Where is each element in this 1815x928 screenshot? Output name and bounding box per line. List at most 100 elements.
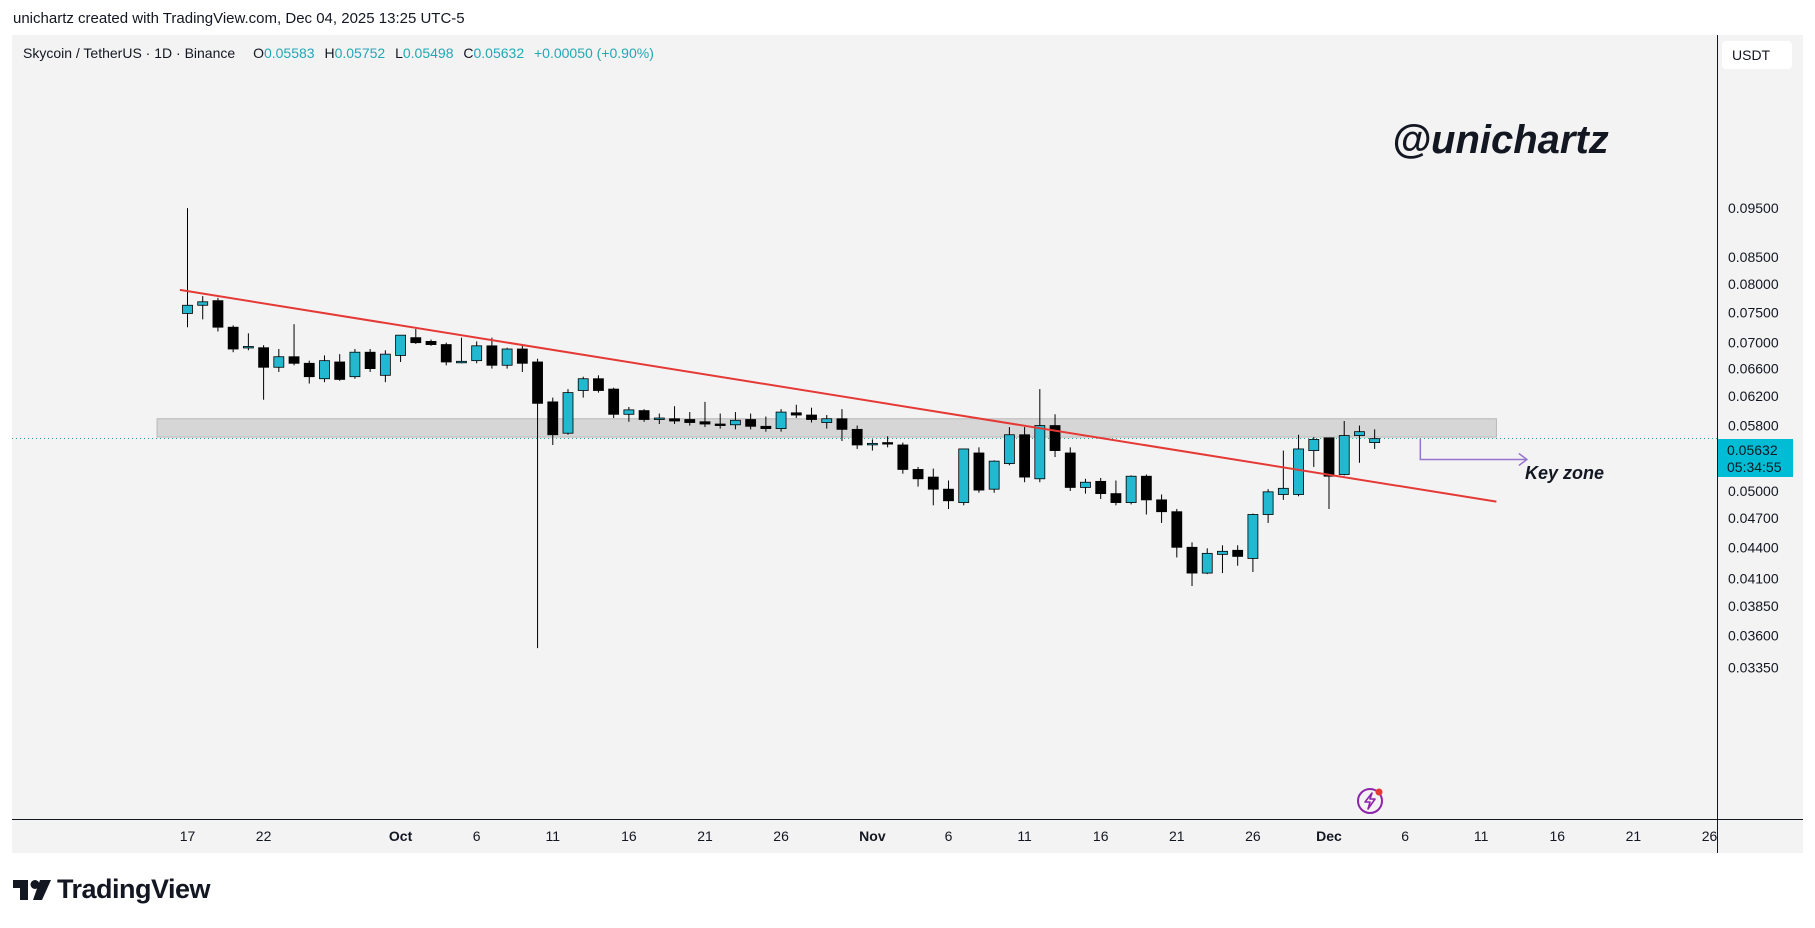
candle-body-up	[867, 442, 878, 446]
candle-body-up	[471, 345, 483, 362]
candle-body-down	[364, 351, 376, 369]
candle-body-up	[242, 346, 254, 349]
candle-body-down	[760, 425, 772, 429]
chart-credit: unichartz created with TradingView.com, …	[13, 10, 465, 27]
candle-body-down	[410, 337, 422, 344]
time-tick-label: 22	[256, 828, 272, 844]
candle-body-up	[1125, 475, 1137, 503]
candle-body-up	[1277, 487, 1289, 495]
candle-body-down	[912, 469, 924, 480]
candle-body-up	[562, 392, 574, 434]
candle-body-down	[425, 341, 437, 345]
candle-body-down	[1232, 549, 1244, 557]
time-tick-label: 26	[1245, 828, 1261, 844]
lightning-icon[interactable]	[1355, 786, 1385, 816]
candle-body-up	[456, 360, 467, 364]
currency-button[interactable]: USDT	[1722, 41, 1792, 69]
price-tick-label: 0.03350	[1728, 659, 1779, 675]
price-tick-label: 0.08000	[1728, 276, 1779, 292]
price-axis[interactable]: 0.09500 0.08500 0.08000 0.07500 0.07000 0.066…	[1728, 200, 1779, 675]
candle-body-up	[730, 419, 741, 426]
candle-body-up	[958, 448, 970, 503]
candle-body-up	[1247, 514, 1259, 559]
symbol-title[interactable]: Skycoin / TetherUS · 1D · Binance	[23, 45, 236, 61]
price-tick-label: 0.09500	[1728, 200, 1779, 216]
candle-body-down	[699, 421, 711, 425]
time-tick-label: 16	[621, 828, 637, 844]
current-price-value: 0.05632	[1727, 442, 1778, 458]
key-zone-arrow-head	[1518, 452, 1529, 467]
time-tick-label: 6	[945, 828, 953, 844]
low-label: L	[395, 45, 403, 61]
candle-body-down	[1049, 425, 1061, 451]
time-tick-label: Dec	[1316, 828, 1342, 844]
price-tick-label: 0.08500	[1728, 249, 1779, 265]
time-tick-label: 11	[1017, 828, 1032, 844]
candle-body-up	[319, 360, 330, 380]
candle-body-up	[1354, 431, 1365, 436]
candle-body-down	[227, 326, 239, 350]
candle-body-down	[669, 418, 680, 422]
time-tick-label: 16	[1093, 828, 1109, 844]
price-tick-label: 0.03600	[1728, 628, 1779, 644]
candle-body-down	[303, 362, 315, 378]
tv-logo-icon	[13, 879, 51, 900]
candle-body-down	[1323, 437, 1335, 477]
trendline-layer	[179, 288, 1497, 503]
time-tick-label: 21	[697, 828, 713, 844]
chart-frame	[12, 35, 1803, 853]
candle-body-up	[623, 409, 635, 415]
time-tick-label: 6	[1401, 828, 1409, 844]
candle-body-down	[836, 418, 848, 430]
candle-body-up	[349, 351, 361, 378]
candle-body-down	[714, 423, 726, 426]
time-tick-label: 11	[1474, 828, 1489, 844]
candle-body-up	[653, 417, 665, 420]
candle-body-down	[684, 419, 696, 423]
time-axis[interactable]: 17 22 Oct 6 11 16 21 26 Nov 6 11 16 21 26 Dec 6 11 16 21 26	[180, 828, 1718, 844]
time-axis-divider	[12, 819, 1803, 820]
time-tick-label: 21	[1626, 828, 1642, 844]
time-tick-label: 26	[1702, 828, 1718, 844]
candle-body-down	[1186, 546, 1198, 574]
candle-body-down	[973, 452, 985, 491]
time-tick-label: 17	[180, 828, 196, 844]
key-zone-arrow-layer	[1419, 438, 1529, 467]
low-value: 0.05498	[402, 45, 454, 61]
candle-body-down	[334, 361, 346, 380]
price-tick-label: 0.05800	[1728, 418, 1779, 434]
candle-body-up	[988, 460, 1000, 490]
candle-body-down	[547, 401, 559, 436]
time-tick-label: 16	[1550, 828, 1566, 844]
candle-body-down	[486, 345, 498, 366]
price-tick-label: 0.03850	[1728, 598, 1779, 614]
time-tick-label: 21	[1169, 828, 1185, 844]
candle-body-down	[1156, 499, 1167, 513]
candle-body-up	[1338, 435, 1350, 475]
candle-body-up	[395, 334, 406, 356]
candle-body-down	[608, 388, 620, 415]
candle-body-up	[1201, 552, 1213, 574]
candle-body-up	[1080, 481, 1091, 488]
close-value: 0.05632	[473, 45, 525, 61]
close-label: C	[463, 45, 474, 61]
candle-body-down	[1171, 511, 1183, 548]
candle-body-down	[790, 412, 802, 416]
key-zone-arrow-line	[1419, 438, 1527, 461]
candle-body-down	[1095, 480, 1107, 495]
candle-body-up	[1034, 425, 1046, 480]
price-tick-label: 0.04100	[1728, 570, 1779, 586]
candle-body-down	[882, 442, 894, 445]
ohlc-legend: Skycoin / TetherUS · 1D · Binance O0.055…	[23, 45, 654, 61]
price-tick-label: 0.07500	[1728, 304, 1779, 320]
price-tick-label: 0.04400	[1728, 539, 1779, 555]
candle-body-down	[927, 476, 939, 490]
candle-body-down	[516, 348, 528, 364]
candle-body-up	[1293, 448, 1304, 495]
tradingview-logo[interactable]: TradingView	[13, 874, 211, 905]
price-tick-label: 0.06600	[1728, 361, 1779, 377]
candle-body-up	[379, 353, 391, 376]
candle-body-down	[745, 419, 757, 427]
candle-body-down	[897, 444, 909, 470]
